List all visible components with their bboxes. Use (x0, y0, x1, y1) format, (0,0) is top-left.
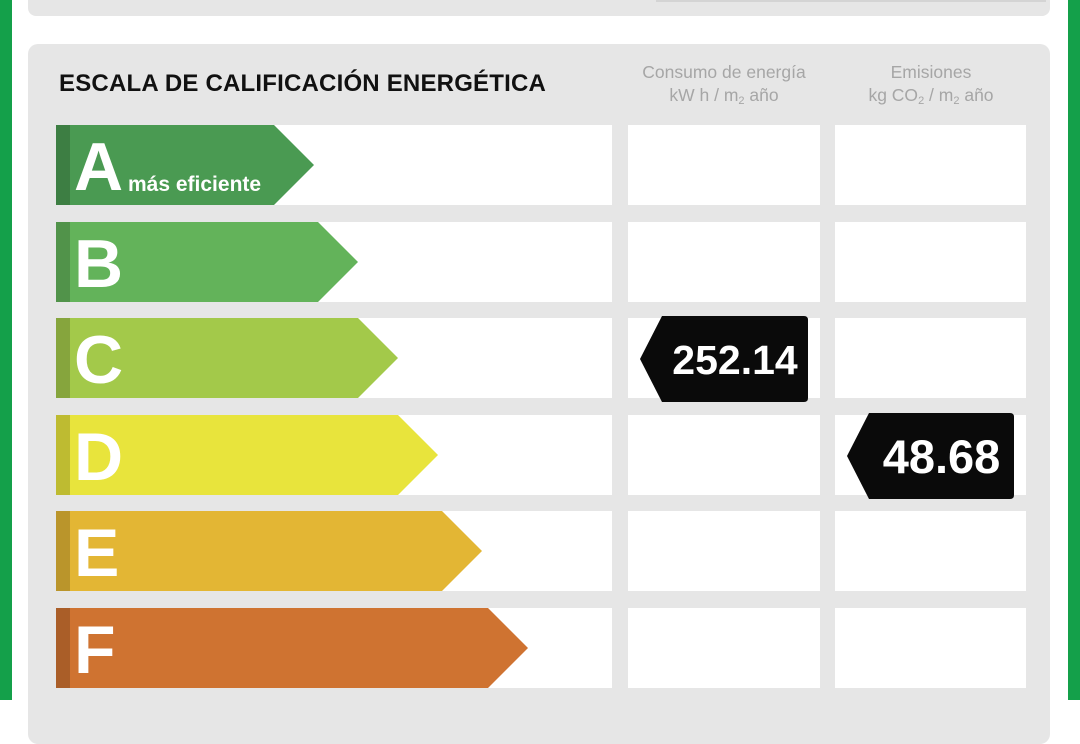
energy-header-line2: kW h / m2 año (669, 85, 779, 107)
rating-arrow-edge-a (56, 125, 70, 205)
rating-letter-d: D (74, 419, 123, 495)
scale-title: ESCALA DE CALIFICACIÓN ENERGÉTICA (59, 70, 547, 97)
rating-letter-a: A (74, 129, 123, 205)
rating-arrow-f (56, 608, 528, 688)
rating-arrow-edge-e (56, 511, 70, 591)
most-efficient-label: más eficiente (128, 173, 261, 196)
emissions-cell-b (835, 222, 1026, 302)
emissions-header-line2: kg CO2 / m2 año (868, 85, 994, 107)
emissions-badge (847, 413, 1014, 499)
rating-arrow-edge-c (56, 318, 70, 398)
emissions-cell-f (835, 608, 1026, 688)
rating-letter-f: F (74, 612, 116, 688)
rating-arrow-edge-f (56, 608, 70, 688)
energy-cell-b (628, 222, 820, 302)
energy-cell-d (628, 415, 820, 495)
frame-border-left (0, 0, 12, 700)
top-panel-cell (656, 0, 1046, 2)
energy-header-line1: Consumo de energía (642, 62, 806, 82)
energy-consumption-badge (640, 316, 808, 402)
rating-letter-c: C (74, 322, 123, 398)
emissions-cell-a (835, 125, 1026, 205)
emissions-column-header: Emisiones kg CO2 / m2 año (835, 61, 1027, 113)
energy-column-header: Consumo de energía kW h / m2 año (628, 61, 820, 113)
rating-arrow-edge-b (56, 222, 70, 302)
rating-arrow-edge-d (56, 415, 70, 495)
emissions-value: 48.68 (883, 430, 1001, 483)
emissions-cell-e (835, 511, 1026, 591)
rating-arrow-b (56, 222, 358, 302)
top-panel (28, 0, 1050, 16)
energy-cell-f (628, 608, 820, 688)
rating-arrow-d (56, 415, 438, 495)
rating-arrow-c (56, 318, 398, 398)
emissions-header-line1: Emisiones (890, 62, 972, 82)
emissions-cell-c (835, 318, 1026, 398)
energy-cell-a (628, 125, 820, 205)
rating-letter-b: B (74, 226, 123, 302)
rating-arrow-a (56, 125, 314, 205)
energy-cell-e (628, 511, 820, 591)
energy-consumption-value: 252.14 (672, 337, 798, 383)
frame-border-right (1068, 0, 1080, 700)
rating-letter-e: E (74, 515, 119, 591)
rating-arrow-e (56, 511, 482, 591)
